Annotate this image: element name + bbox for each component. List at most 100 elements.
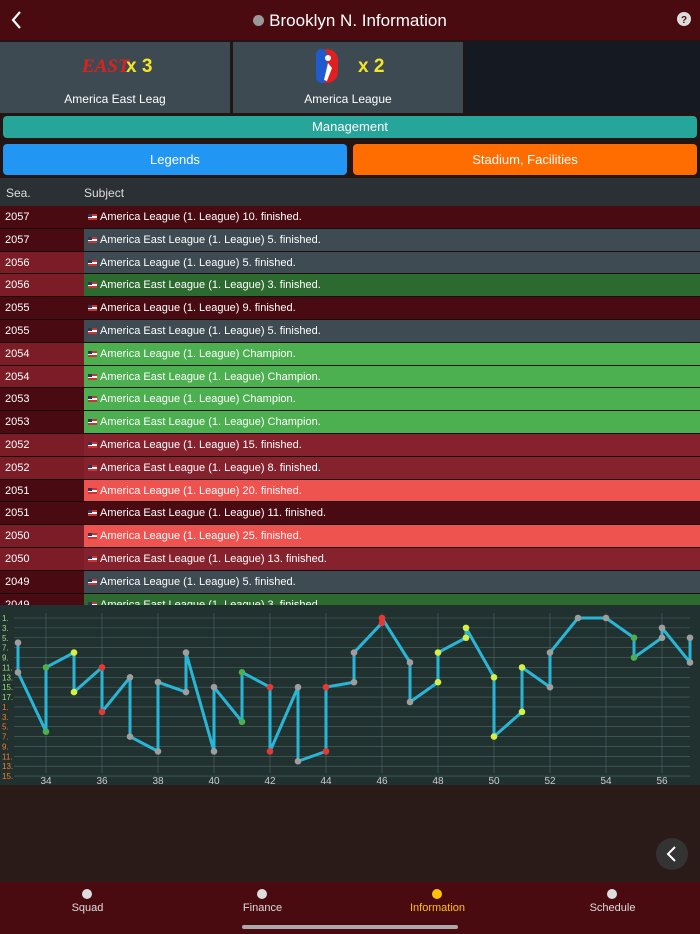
button-circle [656,838,688,870]
subject-cell: America League (1. League) 10. finished. [84,206,700,228]
line [16,616,692,763]
table-row: 2051 America League (1. League) 20. finis… [0,479,700,503]
subject-cell: America East League (1. League) 5. finis… [84,228,700,251]
point [546,683,554,691]
point [294,683,302,691]
y-tick-label: 15. [2,772,13,781]
subject-cell: America League (1. League) 5. finished. [84,251,700,274]
nav-tab[interactable]: Squad [0,902,175,914]
point [98,664,106,671]
flag-icon [88,214,97,220]
point [658,634,666,642]
y-tick-label: 15. [2,683,13,692]
point [490,733,498,740]
tab-icon [607,889,617,899]
flag-icon [88,533,97,540]
point [462,634,470,642]
point [266,683,274,691]
flag-icon [88,487,97,494]
y-tick-label: 9. [2,654,9,663]
season-cell: 2051 [0,479,84,502]
x-tick-label: 34 [40,776,52,787]
point [154,678,162,686]
point [602,614,610,622]
point [350,678,358,686]
tab-icon [432,889,442,899]
flag-icon [88,396,97,403]
x-tick-label: 54 [600,776,612,787]
season-cell: 2055 [0,297,84,319]
season-cell: 2052 [0,433,84,456]
subject-cell: America East League (1. League) Champion… [84,365,700,388]
back-button[interactable] [8,10,28,30]
management-button[interactable]: Management [3,116,697,138]
point [126,673,134,681]
subject-text: America League (1. League) Champion. [100,347,296,360]
subject-text: America East League (1. League) 5. finis… [100,233,321,246]
flag-icon [88,555,97,562]
point [518,708,526,716]
point [406,659,414,666]
point [210,748,218,755]
subject-cell: America League (1. League) Champion. [84,342,700,365]
x-tick-label: 46 [376,776,388,787]
point [238,718,246,726]
column-header: Subject [84,186,125,200]
y-tick-label: 7. [2,644,9,653]
point [42,728,50,735]
help-button[interactable]: ? [676,11,692,27]
y-tick-label: 13. [2,673,13,682]
subject-cell: America League (1. League) Champion. [84,388,700,411]
point [70,688,78,696]
point [462,624,470,632]
trophy-card[interactable]: x 2 America League [233,42,463,113]
subject-cell: America League (1. League) 20. finished. [84,479,700,502]
subject-cell: America League (1. League) 15. finished. [84,433,700,456]
button-label: Legends [150,152,200,167]
y-tick-label: 3. [2,624,9,633]
subject-text: America League (1. League) 25. finished. [100,530,302,543]
season-cell: 2051 [0,502,84,525]
flag-icon [88,350,97,357]
point [574,614,582,622]
table-row: 2049 America East League (1. League) 3. f… [0,593,700,605]
legends-button[interactable]: Legends [3,144,347,175]
point [182,649,190,656]
point [98,708,106,716]
point [182,688,190,696]
subject-text: America League (1. League) Champion. [100,393,296,406]
subject-text: America East League (1. League) 3. finis… [100,279,321,292]
trophy-label: America East Leag [64,92,166,106]
point [686,634,694,642]
table-row: 2056 America East League (1. League) 3. f… [0,274,700,298]
league-logo [316,49,338,83]
trophy-count: x 3 [126,56,153,77]
history-table: 2057 America League (1. League) 10. finis… [0,206,700,605]
nav-tab[interactable]: Finance [175,902,350,914]
stadium-button[interactable]: Stadium, Facilities [353,144,697,175]
point [630,634,638,642]
point [490,673,498,681]
table-row: 2055 America League (1. League) 9. finish… [0,297,700,320]
collapse-button[interactable] [656,838,688,870]
x-tick-label: 40 [208,776,220,787]
point [378,619,386,627]
table-row: 2053 America League (1. League) Champion. [0,388,700,412]
season-cell: 2056 [0,274,84,297]
flag-icon [88,510,97,517]
nav-tab[interactable]: Schedule [525,902,700,914]
trophy-card[interactable]: EAST x 3 America East Leag [0,42,230,113]
league-logo: EAST [82,56,130,77]
button-label: Stadium, Facilities [472,152,578,167]
trophy-count: x 2 [358,56,385,77]
subject-text: America League (1. League) 10. finished. [100,211,302,223]
subject-cell: America East League (1. League) 11. fini… [84,502,700,525]
subject-text: America East League (1. League) Champion… [100,370,321,383]
subject-cell: America East League (1. League) 3. finis… [84,593,700,605]
y-tick-label: 7. [2,733,9,742]
subject-text: America East League (1. League) 5. finis… [100,324,321,337]
point [238,669,246,676]
home-indicator [242,925,458,929]
nav-tab[interactable]: Information [350,902,525,914]
x-tick-label: 44 [320,776,332,787]
